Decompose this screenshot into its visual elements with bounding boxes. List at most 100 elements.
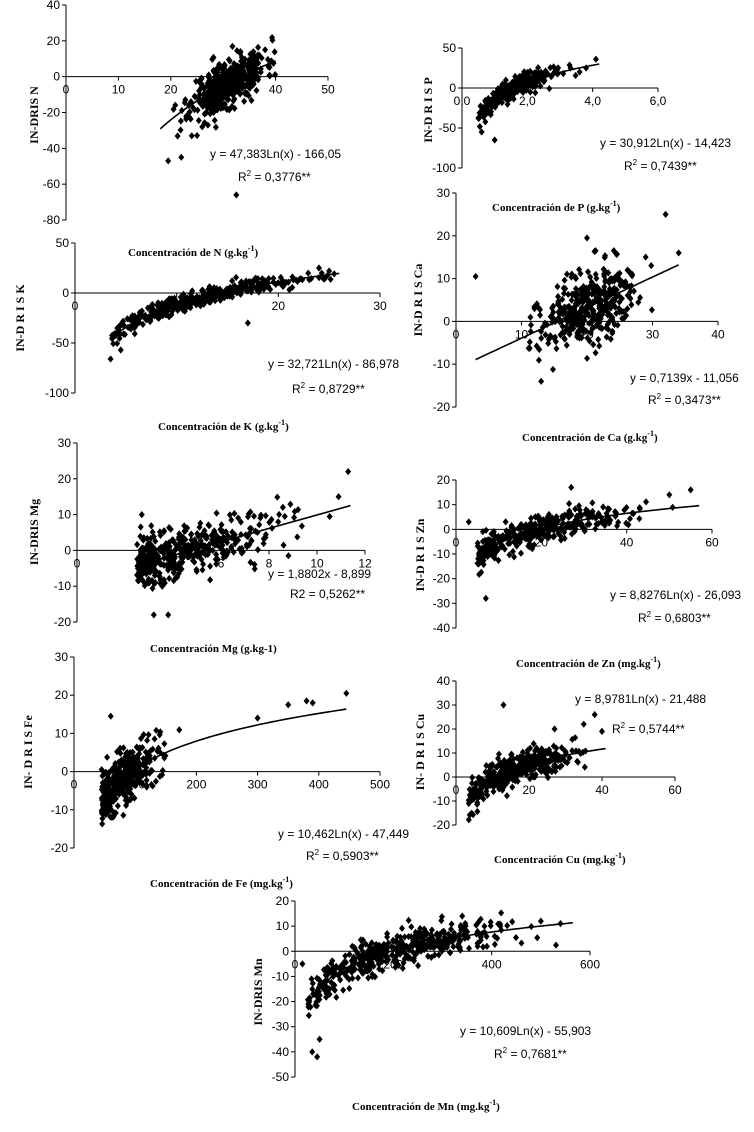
data-point — [532, 69, 539, 78]
data-point — [562, 304, 569, 312]
r-sup: 2 — [621, 721, 626, 730]
data-point — [243, 277, 250, 285]
data-point — [108, 813, 115, 822]
trend-line — [100, 708, 347, 802]
data-point — [237, 530, 244, 539]
x-axis-title: Concentración Mg (g.kg-1) — [150, 643, 277, 655]
y-tick-label: -40 — [272, 1045, 290, 1059]
data-point — [382, 957, 389, 966]
data-point — [621, 506, 628, 514]
data-point — [324, 967, 331, 975]
x-tick-label: 40 — [269, 83, 283, 97]
data-point — [331, 986, 338, 994]
data-point — [207, 576, 214, 584]
r-value: = 0,8729** — [305, 382, 365, 396]
data-point — [145, 731, 152, 739]
data-point — [247, 558, 254, 566]
data-point — [208, 106, 215, 114]
data-point — [251, 560, 258, 569]
data-point — [479, 537, 486, 546]
data-point — [118, 761, 125, 769]
data-point — [551, 315, 558, 323]
data-point — [578, 512, 585, 520]
data-point — [222, 291, 229, 299]
data-point — [122, 796, 129, 804]
data-point — [149, 584, 156, 592]
data-point — [140, 536, 147, 544]
data-point — [612, 512, 619, 520]
data-point — [327, 275, 334, 283]
data-point — [584, 334, 591, 342]
data-point — [197, 519, 204, 527]
data-point — [590, 307, 597, 315]
trend-equation: y = 30,912Ln(x) - 14,423 — [600, 136, 731, 150]
data-point — [178, 153, 185, 161]
data-point — [616, 269, 623, 277]
data-point — [483, 110, 490, 118]
data-point — [317, 979, 324, 988]
data-point — [450, 943, 457, 951]
data-point — [167, 296, 174, 304]
data-point — [126, 765, 133, 773]
x-tick-label: 8 — [266, 556, 273, 570]
data-point — [545, 510, 552, 519]
data-point — [500, 701, 507, 709]
data-point — [527, 744, 534, 752]
data-point — [105, 783, 112, 791]
data-point — [279, 282, 286, 290]
data-point — [303, 697, 310, 705]
data-point — [523, 86, 530, 94]
data-point — [233, 191, 240, 199]
data-point — [399, 964, 406, 972]
data-point — [532, 513, 539, 521]
data-point — [582, 295, 589, 303]
data-point — [583, 506, 590, 514]
data-point — [538, 334, 545, 342]
r-squared-label: R2 = 0,8729** — [292, 381, 365, 396]
x-tick-label: 2,0 — [519, 94, 536, 108]
data-point — [357, 965, 364, 974]
data-point — [526, 74, 533, 82]
data-point — [648, 262, 655, 270]
data-point — [585, 289, 592, 297]
data-point — [134, 540, 141, 549]
data-point — [212, 123, 219, 131]
data-point — [248, 536, 255, 544]
data-point — [249, 54, 256, 62]
data-point — [571, 311, 578, 320]
data-point — [544, 765, 551, 774]
y-tick-label: 20 — [55, 688, 69, 702]
y-tick-label: -40 — [433, 621, 451, 635]
data-point — [476, 570, 483, 578]
data-point — [508, 750, 515, 758]
data-point — [239, 84, 246, 92]
y-axis-title: IN-D R I S P — [421, 77, 435, 142]
data-point — [429, 932, 436, 940]
data-point — [595, 510, 602, 518]
data-point — [149, 300, 156, 309]
x-tick-label: 0,0 — [454, 94, 471, 108]
data-point — [243, 90, 250, 98]
data-point — [152, 560, 159, 568]
data-point — [138, 555, 145, 564]
data-point — [321, 275, 328, 283]
data-point — [553, 750, 560, 758]
data-point — [568, 273, 575, 281]
x-title-sup: -1 — [278, 418, 285, 427]
data-point — [218, 98, 225, 106]
data-point — [594, 283, 601, 291]
data-point — [154, 747, 161, 755]
y-tick-label: 0 — [443, 314, 450, 328]
data-point — [435, 932, 442, 940]
data-point — [527, 313, 534, 321]
data-point — [250, 512, 257, 520]
data-point — [139, 576, 146, 584]
data-point — [99, 772, 106, 780]
data-point — [236, 82, 243, 90]
data-point — [601, 270, 608, 278]
data-point — [152, 777, 159, 785]
data-point — [308, 274, 315, 283]
data-point — [535, 356, 542, 364]
data-point — [598, 324, 605, 332]
data-point — [349, 974, 356, 982]
